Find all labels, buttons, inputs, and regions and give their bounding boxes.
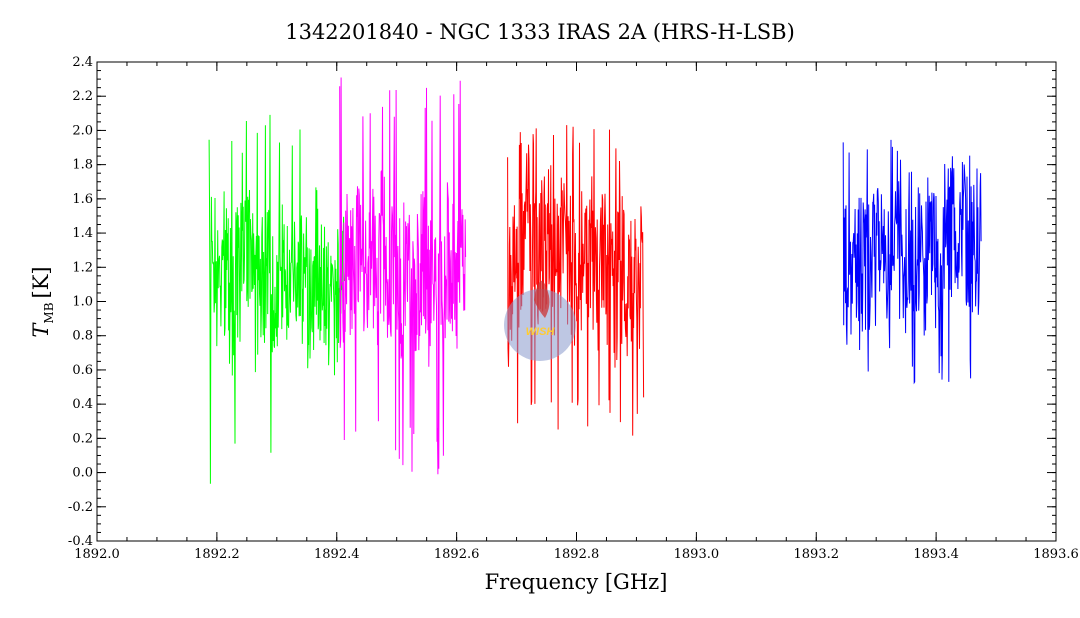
axis-ticks <box>96 61 1057 542</box>
y-tick-label: 0.4 <box>72 397 93 412</box>
y-tick-label: 2.2 <box>72 89 93 104</box>
series-line <box>339 77 467 475</box>
y-tick-label: 2.0 <box>72 123 93 138</box>
series-line <box>507 125 645 436</box>
y-tick-label: 1.8 <box>72 158 93 173</box>
svg-text:TMB[K]: TMB [K] <box>29 266 56 337</box>
x-tick-labels: 1892.0 1892.2 1892.4 1892.6 1892.8 1893.0 1893… <box>74 547 1079 562</box>
series-line <box>208 114 345 484</box>
x-tick-label: 1892.8 <box>554 547 600 562</box>
series-layer <box>208 77 982 484</box>
x-tick-label: 1893.0 <box>674 547 720 562</box>
watermark-text: WISH <box>526 326 556 338</box>
y-axis-label-sub: MB <box>42 302 56 323</box>
y-tick-label: 1.0 <box>72 295 93 310</box>
x-tick-label: 1892.4 <box>314 547 360 562</box>
y-axis-label: TMB [K] <box>29 266 56 337</box>
y-tick-label: -0.4 <box>68 534 93 549</box>
x-tick-label: 1892.0 <box>74 547 120 562</box>
chart-title: 1342201840 - NGC 1333 IRAS 2A (HRS-H-LSB… <box>285 20 795 44</box>
y-tick-label: 1.2 <box>72 260 93 275</box>
x-tick-label: 1892.2 <box>194 547 240 562</box>
x-tick-label: 1893.2 <box>794 547 840 562</box>
wish-watermark: WISH <box>504 280 576 361</box>
x-tick-label: 1892.6 <box>434 547 480 562</box>
y-tick-label: 1.6 <box>72 192 93 207</box>
x-tick-label: 1893.6 <box>1033 547 1079 562</box>
y-tick-label: -0.2 <box>68 500 93 515</box>
series-line <box>842 139 982 385</box>
watermark-circle <box>504 289 576 361</box>
y-tick-labels: -0.4 -0.2 0.0 0.2 0.4 0.6 0.8 1.0 1.2 1.4 1.6 1.8 2.… <box>68 55 93 549</box>
y-tick-label: 0.2 <box>72 431 93 446</box>
y-tick-label: 0.6 <box>72 363 93 378</box>
y-tick-label: 0.8 <box>72 329 93 344</box>
watermark-flame-icon <box>534 280 550 318</box>
y-tick-label: 0.0 <box>72 466 93 481</box>
y-axis-label-main: T <box>29 322 53 338</box>
x-tick-label: 1893.4 <box>913 547 959 562</box>
y-axis-label-unit: [K] <box>29 266 53 298</box>
y-tick-label: 2.4 <box>72 55 93 70</box>
x-axis-label: Frequency [GHz] <box>485 570 668 594</box>
y-tick-label: 1.4 <box>72 226 93 241</box>
